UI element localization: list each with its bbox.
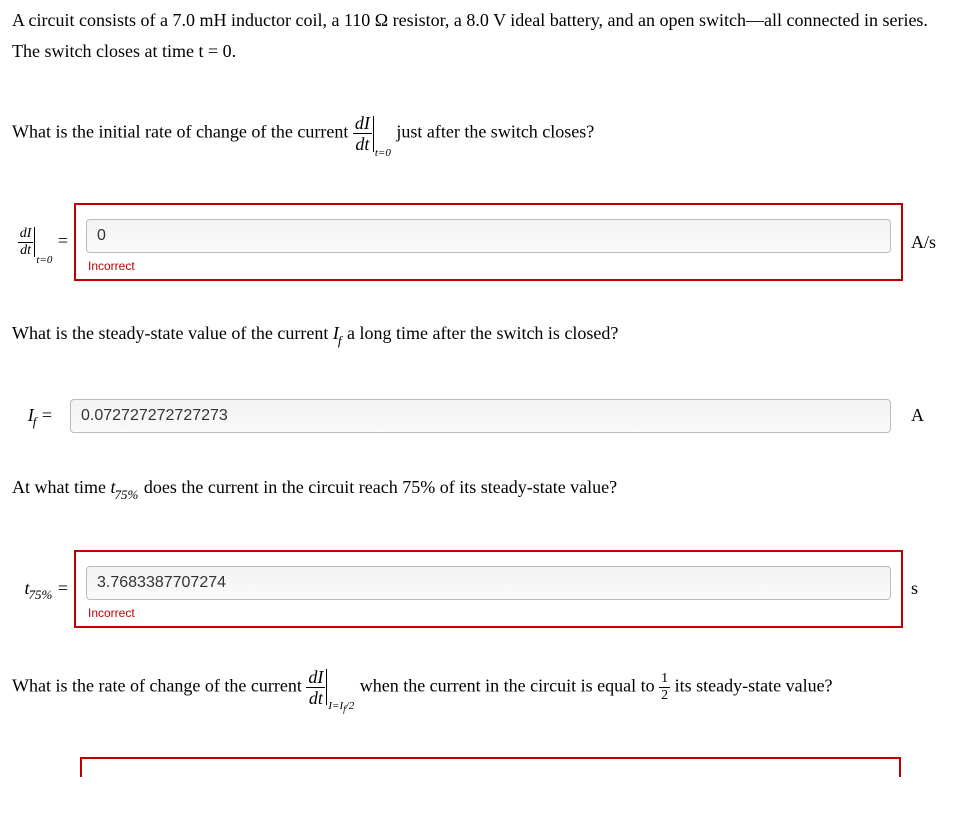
q3-prompt-pre: At what time <box>12 477 110 497</box>
q4-prompt-post: its steady-state value? <box>675 675 833 695</box>
q2-varsub: f <box>338 333 342 348</box>
question-3: At what time t75% does the current in th… <box>12 475 941 628</box>
q1-input[interactable] <box>86 219 891 253</box>
q1-lhs-bar <box>34 227 35 257</box>
q3-input[interactable] <box>86 566 891 600</box>
q3-lhs-sub: 75% <box>29 587 53 602</box>
q3-varsub: 75% <box>115 487 139 502</box>
q1-frac: dI dt <box>353 114 372 153</box>
q2-lhs: If = <box>12 405 58 426</box>
q2-prompt: What is the steady-state value of the cu… <box>12 321 941 346</box>
q1-lhs-den: dt <box>18 242 34 258</box>
problem-intro-line2: The switch closes at time t = 0. <box>12 39 941 64</box>
q4-partial-box <box>80 757 901 777</box>
q2-lhs-sub: f <box>33 414 37 429</box>
q4-prompt: What is the rate of change of the curren… <box>12 668 941 707</box>
q3-unit: s <box>903 578 941 599</box>
q4-frac-den: dt <box>306 687 325 707</box>
q1-eq: = <box>58 231 68 251</box>
q4-sub: I=If/2 <box>328 700 354 712</box>
q1-lhs-sub: t=0 <box>36 254 52 266</box>
q2-box-wrap <box>58 397 903 435</box>
q1-frac-den: dt <box>353 133 372 153</box>
q3-answer-row: t75% = Incorrect s <box>12 550 941 628</box>
question-4: What is the rate of change of the curren… <box>12 668 941 707</box>
q3-box: Incorrect <box>74 550 903 628</box>
q1-lhs-sub-text: t=0 <box>36 254 52 266</box>
q4-frac-num: dI <box>306 668 325 687</box>
q3-box-wrap: Incorrect <box>74 550 903 628</box>
q1-lhs-frac: dI dt <box>18 227 34 258</box>
q3-lhs: t75% = <box>12 578 74 599</box>
q4-half: 1 2 <box>659 672 670 703</box>
q4-half-den: 2 <box>659 687 670 703</box>
q1-frac-num: dI <box>353 114 372 133</box>
q3-prompt-post: does the current in the circuit reach 75… <box>144 477 617 497</box>
question-2: What is the steady-state value of the cu… <box>12 321 941 434</box>
q1-lhs: dI dt t=0 = <box>12 227 74 258</box>
q3-prompt: At what time t75% does the current in th… <box>12 475 941 500</box>
q4-sub-pre: I=I <box>328 700 343 712</box>
q2-input[interactable] <box>70 399 891 433</box>
q1-answer-row: dI dt t=0 = Incorrect A/s <box>12 203 941 281</box>
problem-intro-line1: A circuit consists of a 7.0 mH inductor … <box>12 8 941 33</box>
q1-feedback: Incorrect <box>86 259 891 273</box>
q2-prompt-pre: What is the steady-state value of the cu… <box>12 323 333 343</box>
q1-prompt-pre: What is the initial rate of change of th… <box>12 122 353 142</box>
q1-prompt-post: just after the switch closes? <box>396 122 594 142</box>
q3-eq: = <box>53 578 68 598</box>
q4-half-num: 1 <box>659 672 670 687</box>
q1-lhs-num: dI <box>18 227 34 242</box>
q1-box-wrap: Incorrect <box>74 203 903 281</box>
question-1: What is the initial rate of change of th… <box>12 114 941 281</box>
q4-prompt-pre: What is the rate of change of the curren… <box>12 675 306 695</box>
q1-evalbar <box>373 116 374 152</box>
q4-prompt-mid: when the current in the circuit is equal… <box>360 675 659 695</box>
q4-sub-post: /2 <box>346 700 355 712</box>
q1-sub: t=0 <box>375 147 391 159</box>
q2-unit: A <box>903 405 941 426</box>
intro-line2-text: The switch closes at time t = 0. <box>12 41 236 61</box>
q2-answer-row: If = A <box>12 397 941 435</box>
q1-unit: A/s <box>903 232 941 253</box>
q2-eq: = <box>37 405 52 425</box>
q3-feedback: Incorrect <box>86 606 891 620</box>
q2-prompt-post: a long time after the switch is closed? <box>347 323 618 343</box>
q1-prompt: What is the initial rate of change of th… <box>12 114 941 153</box>
q4-frac: dI dt <box>306 668 325 707</box>
q1-box: Incorrect <box>74 203 903 281</box>
q2-box <box>58 397 903 435</box>
q1-sub-text: t=0 <box>375 147 391 159</box>
q4-sub-f: f <box>343 704 346 714</box>
